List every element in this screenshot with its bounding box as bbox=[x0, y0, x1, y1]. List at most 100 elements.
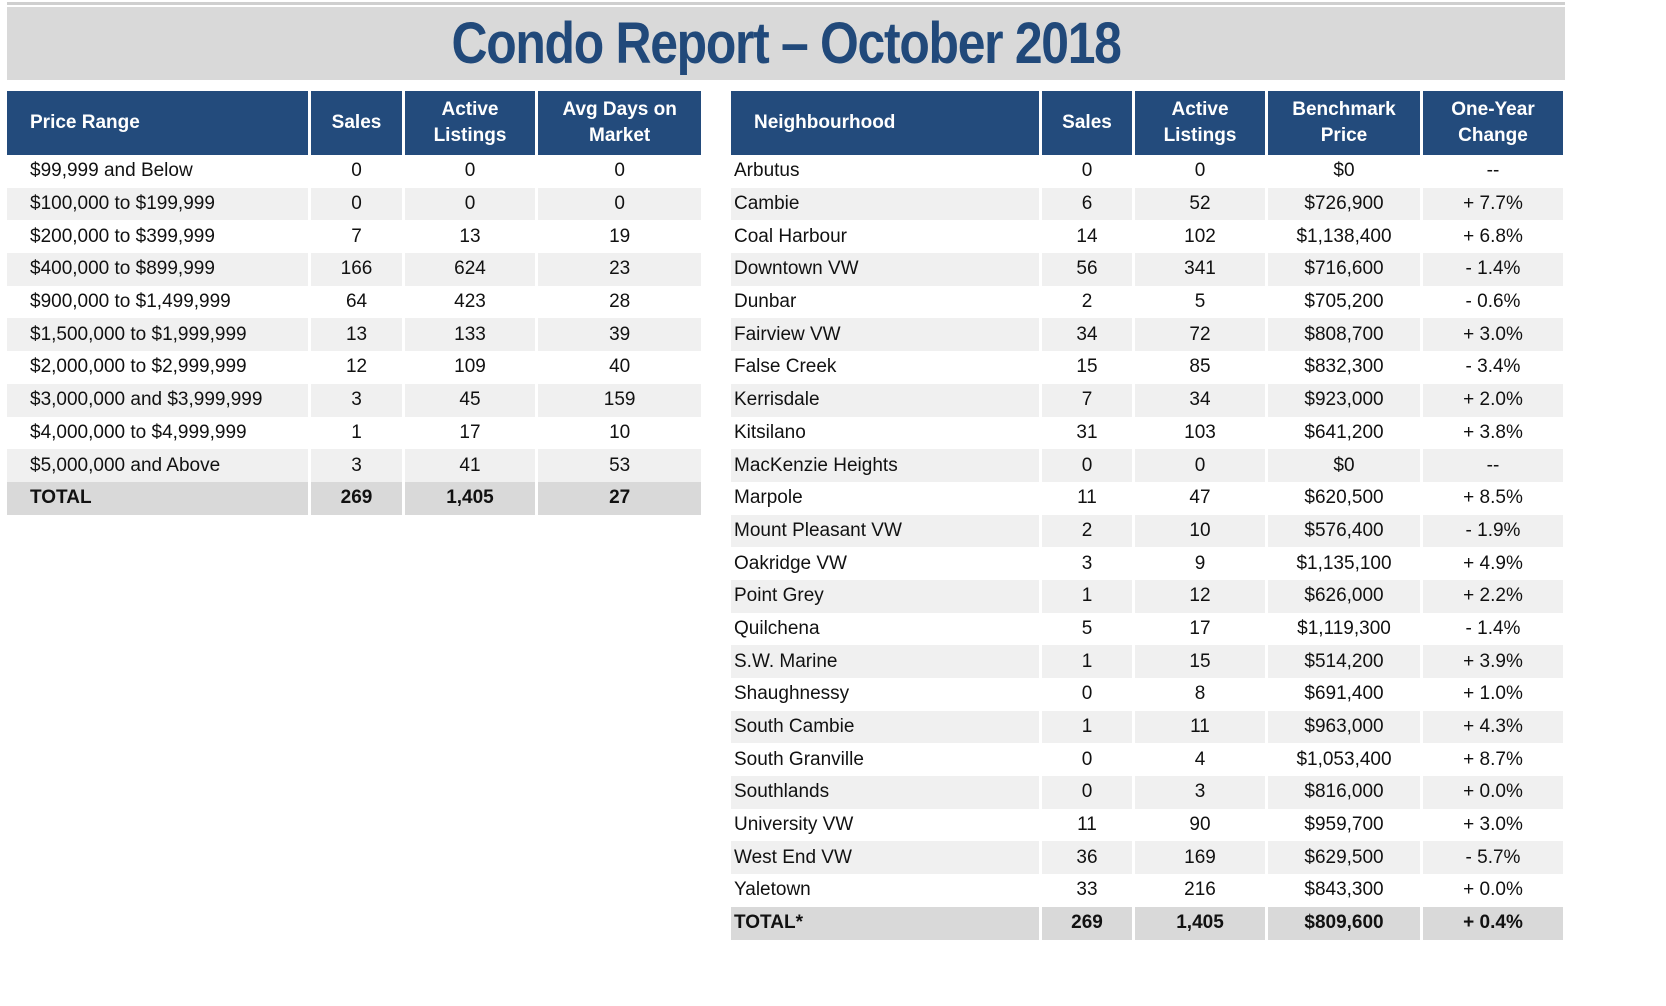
neighbourhood-table-cell: 0 bbox=[1135, 449, 1265, 482]
neighbourhood-table-cell: - 1.4% bbox=[1423, 253, 1563, 286]
neighbourhood-table-cell: South Granville bbox=[731, 743, 1039, 777]
neighbourhood-table-cell: 34 bbox=[1135, 383, 1265, 417]
neighbourhood-table-cell: $959,700 bbox=[1268, 808, 1420, 842]
price-table-cell: 0 bbox=[311, 187, 402, 221]
price-table-cell: 133 bbox=[404, 318, 536, 352]
price-table-cell: 28 bbox=[538, 285, 701, 319]
price-table-cell: 17 bbox=[404, 416, 536, 450]
price-table-cell: 1 bbox=[311, 416, 402, 450]
table-row: Kitsilano 31 103 $641,200 + 3.8% bbox=[731, 416, 1563, 450]
table-row: Arbutus 0 0 $0 -- bbox=[731, 155, 1563, 188]
neighbourhood-table-cell: Cambie bbox=[731, 187, 1039, 221]
neighbourhood-table-cell: $620,500 bbox=[1268, 481, 1420, 515]
neighbourhood-table-cell: Kerrisdale bbox=[731, 383, 1039, 417]
neighbourhood-table-cell: $923,000 bbox=[1268, 383, 1420, 417]
neighbourhood-table-cell: + 0.0% bbox=[1423, 874, 1563, 907]
neighbourhood-table-cell: 15 bbox=[1042, 351, 1132, 384]
neighbourhood-table-cell: + 7.7% bbox=[1423, 187, 1563, 221]
price-table-cell: 0 bbox=[538, 155, 701, 188]
neighbourhood-table-header-3: Benchmark Price bbox=[1268, 91, 1420, 155]
price-table-total-cell: 27 bbox=[538, 481, 701, 515]
neighbourhood-table-cell: False Creek bbox=[731, 351, 1039, 384]
price-table-total-row: TOTAL 269 1,405 27 bbox=[7, 481, 701, 515]
neighbourhood-table-total-cell: $809,600 bbox=[1268, 906, 1420, 940]
table-row: $5,000,000 and Above 3 41 53 bbox=[7, 449, 701, 482]
neighbourhood-table-cell: 34 bbox=[1042, 318, 1132, 352]
neighbourhood-table-cell: Arbutus bbox=[731, 155, 1039, 188]
neighbourhood-table-cell: Kitsilano bbox=[731, 416, 1039, 450]
price-table-header-3: Avg Days on Market bbox=[538, 91, 701, 155]
price-table-header-1: Sales bbox=[311, 91, 402, 155]
neighbourhood-table-cell: MacKenzie Heights bbox=[731, 449, 1039, 482]
neighbourhood-table-cell: + 3.0% bbox=[1423, 318, 1563, 352]
neighbourhood-table-cell: Point Grey bbox=[731, 579, 1039, 613]
neighbourhood-table-cell: South Cambie bbox=[731, 710, 1039, 744]
neighbourhood-table-cell: S.W. Marine bbox=[731, 645, 1039, 678]
table-row: Quilchena 5 17 $1,119,300- 1.4% bbox=[731, 612, 1563, 646]
neighbourhood-table-cell: 102 bbox=[1135, 220, 1265, 254]
table-row: $1,500,000 to $1,999,999 13 133 39 bbox=[7, 318, 701, 352]
neighbourhood-table-cell: + 3.9% bbox=[1423, 645, 1563, 678]
table-row: West End VW 36 169 $629,500- 5.7% bbox=[731, 841, 1563, 875]
neighbourhood-table-cell: - 3.4% bbox=[1423, 351, 1563, 384]
price-table-cell: 39 bbox=[538, 318, 701, 352]
neighbourhood-table-cell: + 3.0% bbox=[1423, 808, 1563, 842]
neighbourhood-table-cell: 341 bbox=[1135, 253, 1265, 286]
neighbourhood-table-cell: + 8.7% bbox=[1423, 743, 1563, 777]
price-table-cell: 41 bbox=[404, 449, 536, 482]
neighbourhood-table-cell: 3 bbox=[1042, 547, 1132, 580]
neighbourhood-table-cell: 14 bbox=[1042, 220, 1132, 254]
neighbourhood-table-cell: + 4.9% bbox=[1423, 547, 1563, 580]
table-row: MacKenzie Heights 0 0 $0 -- bbox=[731, 449, 1563, 482]
neighbourhood-table-cell: + 4.3% bbox=[1423, 710, 1563, 744]
table-row: S.W. Marine 1 15 $514,200 + 3.9% bbox=[731, 645, 1563, 678]
neighbourhood-table-cell: Yaletown bbox=[731, 874, 1039, 907]
neighbourhood-table-cell: - 5.7% bbox=[1423, 841, 1563, 875]
table-row: $400,000 to $899,999 166 624 23 bbox=[7, 253, 701, 286]
price-table-cell: 0 bbox=[311, 155, 402, 188]
price-table-cell: $900,000 to $1,499,999 bbox=[7, 285, 309, 319]
neighbourhood-table-cell: 0 bbox=[1042, 449, 1132, 482]
neighbourhood-table-cell: 52 bbox=[1135, 187, 1265, 221]
neighbourhood-table-cell: + 2.2% bbox=[1423, 579, 1563, 613]
neighbourhood-table-cell: $1,053,400 bbox=[1268, 743, 1420, 777]
table-row: Marpole 11 47 $620,500 + 8.5% bbox=[731, 481, 1563, 515]
price-table-cell: $5,000,000 and Above bbox=[7, 449, 309, 482]
price-table-cell: $3,000,000 and $3,999,999 bbox=[7, 383, 309, 417]
price-table-cell: $4,000,000 to $4,999,999 bbox=[7, 416, 309, 450]
neighbourhood-table-cell: $963,000 bbox=[1268, 710, 1420, 744]
neighbourhood-table-cell: -- bbox=[1423, 449, 1563, 482]
neighbourhood-table-cell: 8 bbox=[1135, 678, 1265, 711]
price-table-cell: 3 bbox=[311, 449, 402, 482]
neighbourhood-table-cell: 103 bbox=[1135, 416, 1265, 450]
neighbourhood-table-cell: 47 bbox=[1135, 481, 1265, 515]
neighbourhood-table-cell: + 0.0% bbox=[1423, 776, 1563, 809]
table-row: Mount Pleasant VW 2 10 $576,400- 1.9% bbox=[731, 514, 1563, 548]
price-table-header-row: Price Range Sales Active Listings Avg Days … bbox=[7, 91, 701, 155]
neighbourhood-table-cell: University VW bbox=[731, 808, 1039, 842]
neighbourhood-table-cell: - 1.9% bbox=[1423, 514, 1563, 548]
neighbourhood-table-cell: $716,600 bbox=[1268, 253, 1420, 286]
price-table-cell: 45 bbox=[404, 383, 536, 417]
neighbourhood-table-cell: 17 bbox=[1135, 612, 1265, 646]
table-row: False Creek 15 85 $832,300- 3.4% bbox=[731, 351, 1563, 384]
neighbourhood-table-cell: $832,300 bbox=[1268, 351, 1420, 384]
neighbourhood-table-cell: $626,000 bbox=[1268, 579, 1420, 613]
neighbourhood-table-cell: + 1.0% bbox=[1423, 678, 1563, 711]
top-rule bbox=[7, 2, 1565, 5]
neighbourhood-table-cell: 1 bbox=[1042, 710, 1132, 744]
neighbourhood-table-header-4: One-Year Change bbox=[1423, 91, 1563, 155]
neighbourhood-table-cell: Fairview VW bbox=[731, 318, 1039, 352]
price-table-cell: $1,500,000 to $1,999,999 bbox=[7, 318, 309, 352]
neighbourhood-table-cell: 2 bbox=[1042, 285, 1132, 319]
neighbourhood-table-cell: 36 bbox=[1042, 841, 1132, 875]
neighbourhood-table-cell: 56 bbox=[1042, 253, 1132, 286]
price-table-cell: 0 bbox=[538, 187, 701, 221]
table-row: Downtown VW 56 341 $716,600- 1.4% bbox=[731, 253, 1563, 286]
price-table-cell: $99,999 and Below bbox=[7, 155, 309, 188]
neighbourhood-table-cell: + 3.8% bbox=[1423, 416, 1563, 450]
neighbourhood-table-total-cell: TOTAL* bbox=[731, 906, 1039, 940]
price-table-cell: 23 bbox=[538, 253, 701, 286]
neighbourhood-table-cell: 90 bbox=[1135, 808, 1265, 842]
neighbourhood-table-cell: 15 bbox=[1135, 645, 1265, 678]
